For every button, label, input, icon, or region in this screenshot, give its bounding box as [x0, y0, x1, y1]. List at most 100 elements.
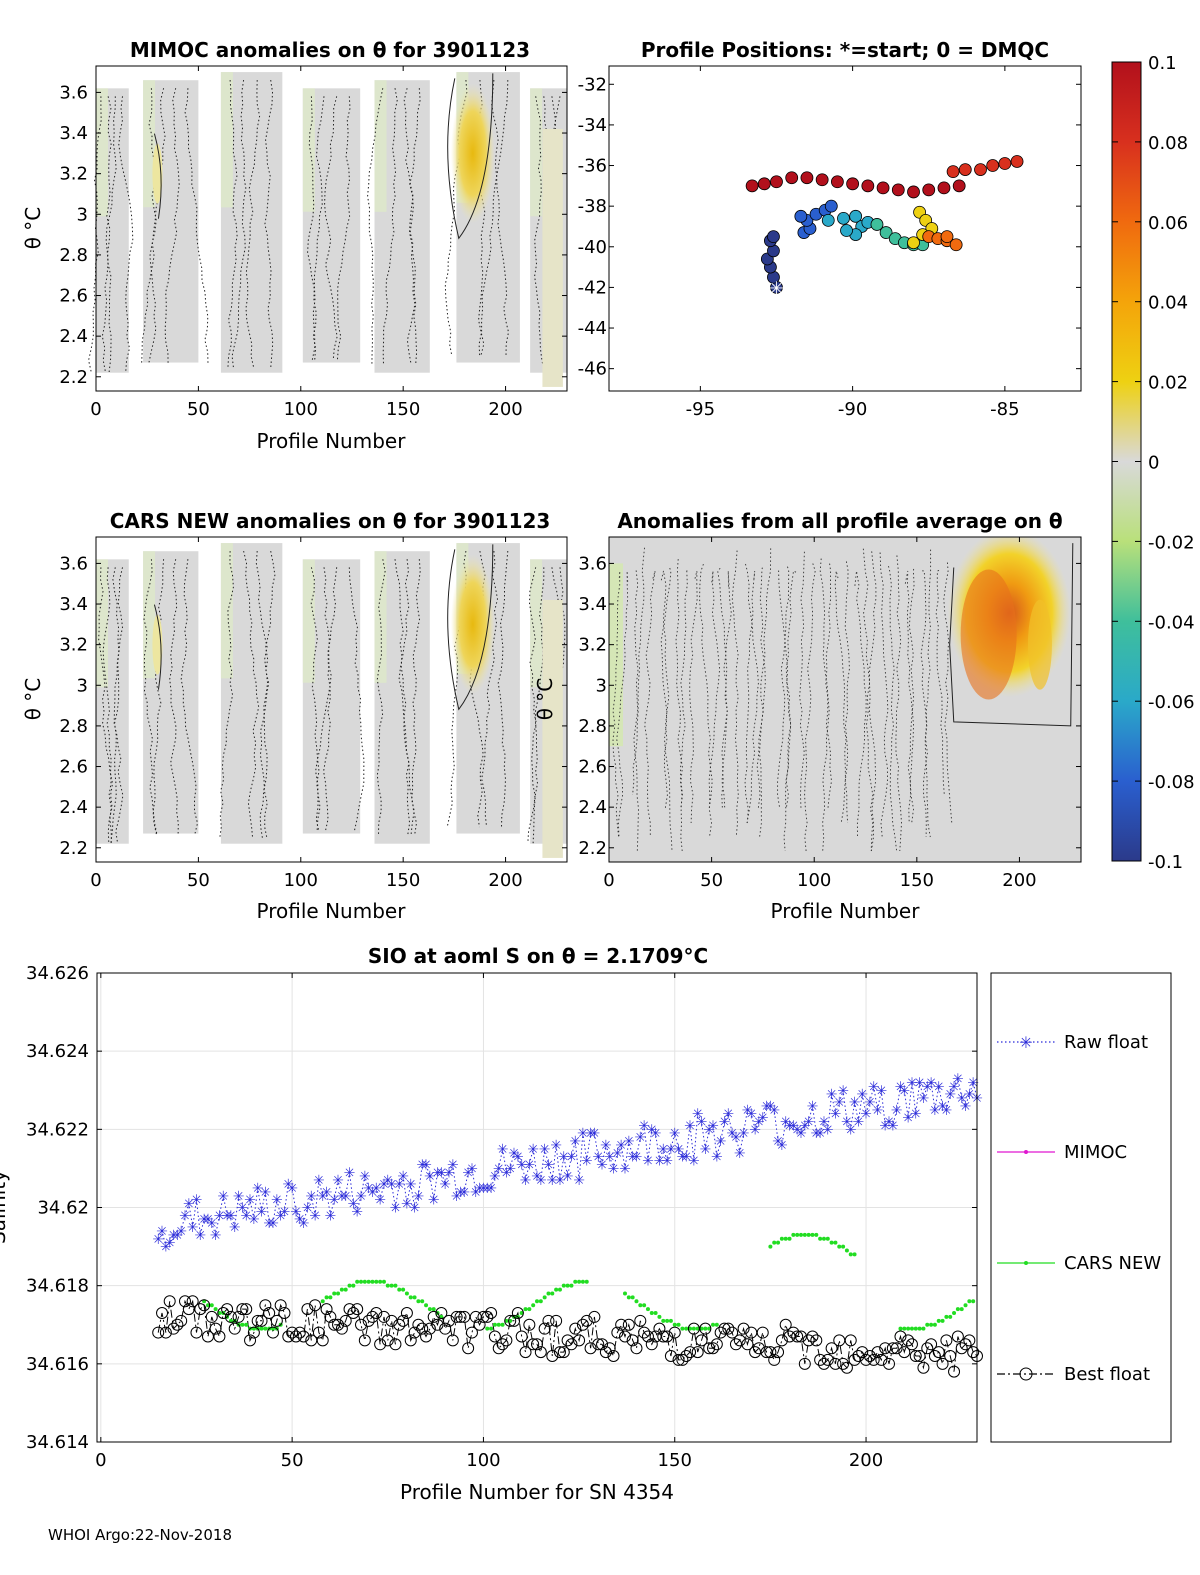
x-tick-label: 0	[90, 399, 101, 420]
negative-contour	[675, 559, 683, 810]
cars-new-point	[691, 1326, 696, 1331]
best-float-point	[362, 1314, 375, 1327]
negative-contour	[219, 551, 234, 840]
best-float-point	[863, 1350, 876, 1363]
raw-float-point: ✳	[535, 1173, 547, 1189]
best-float-point	[420, 1330, 433, 1343]
raw-float-point: ✳	[883, 1115, 895, 1131]
cars-new-point	[668, 1318, 673, 1323]
cars-new-point	[427, 1307, 432, 1312]
anomaly-patch	[530, 559, 543, 688]
raw-float-point: ✳	[240, 1208, 252, 1224]
anomaly-hotspot	[960, 569, 1017, 700]
raw-float-point: ✳	[772, 1134, 784, 1150]
best-float-point	[894, 1330, 907, 1343]
raw-float-point: ✳	[401, 1197, 413, 1213]
raw-float-point: ✳	[646, 1122, 658, 1138]
raw-float-point: ✳	[210, 1228, 222, 1244]
raw-float-point: ✳	[405, 1177, 417, 1193]
colorbar: 0.1 0.08 0.06 0.04 0.02 0 -0.02 -0.04 -0.06 -0.08…	[1111, 53, 1195, 873]
best-float-point	[312, 1326, 325, 1339]
raw-float-point: ✳	[397, 1169, 409, 1185]
negative-contour	[148, 88, 157, 365]
raw-float-point: ✳	[699, 1142, 711, 1158]
raw-float-point: ✳	[504, 1161, 516, 1177]
x-tick-label: 200	[488, 870, 522, 891]
anomaly-patch	[542, 128, 563, 387]
best-float-point	[504, 1314, 517, 1327]
cars-new-point	[550, 1291, 555, 1296]
y-tick-label: 3.6	[59, 82, 88, 103]
x-tick-label: 100	[284, 399, 318, 420]
raw-float-point: ✳	[516, 1158, 528, 1174]
raw-float-point: ✳	[872, 1103, 884, 1119]
raw-float-point: ✳	[661, 1154, 673, 1170]
negative-contour	[731, 550, 739, 838]
negative-contour	[98, 567, 114, 844]
best-float-point	[810, 1334, 823, 1347]
raw-float-point: ✳	[688, 1154, 700, 1170]
cars-new-point	[347, 1283, 352, 1288]
negative-contour	[310, 567, 321, 832]
raw-float-point: ✳	[248, 1212, 260, 1228]
positive-contour	[153, 133, 162, 219]
profile-position	[830, 175, 844, 189]
cars-new-point	[948, 1314, 953, 1319]
negative-contour	[777, 566, 790, 810]
x-tick-label: 0	[95, 1450, 106, 1471]
raw-float-point: ✳	[386, 1177, 398, 1193]
y-tick-label: -34	[578, 115, 607, 136]
raw-float-point: ✳	[803, 1115, 815, 1131]
x-tick-label: 150	[386, 399, 420, 420]
x-tick-label: 150	[900, 870, 934, 891]
cars-new-point	[504, 1318, 509, 1323]
cars-new-point	[672, 1322, 677, 1327]
profile-position	[840, 224, 853, 237]
cars-new-point	[489, 1326, 494, 1331]
best-float-point	[890, 1342, 903, 1355]
best-float-point	[358, 1334, 371, 1347]
best-float-point	[377, 1310, 390, 1323]
cars-new-point	[799, 1232, 803, 1237]
raw-float-point: ✳	[409, 1201, 421, 1217]
best-float-point	[542, 1314, 555, 1327]
negative-contour	[862, 548, 874, 852]
best-float-point	[703, 1342, 716, 1355]
profile-position	[952, 179, 966, 193]
raw-float-point: ✳	[202, 1212, 214, 1228]
best-float-point	[374, 1338, 387, 1351]
best-float-point	[492, 1342, 505, 1355]
best-float-point	[186, 1295, 199, 1308]
profile-position	[745, 179, 759, 193]
colorbar-tick-label: 0.02	[1148, 373, 1188, 394]
negative-contour	[245, 80, 261, 369]
raw-float-point: ✳	[875, 1083, 887, 1099]
raw-float-point: ✳	[546, 1173, 558, 1189]
x-tick-label: 100	[797, 870, 831, 891]
colorbar-tick-label: -0.02	[1148, 532, 1195, 553]
y-tick-label: 3.6	[578, 553, 607, 574]
best-float-point	[179, 1295, 191, 1308]
cars-new-point	[565, 1283, 570, 1288]
raw-float-point: ✳	[294, 1212, 306, 1228]
cars-new-point	[844, 1248, 849, 1253]
best-float-point	[840, 1361, 853, 1374]
star-marker-icon: ✳	[1019, 1033, 1032, 1052]
raw-float-point: ✳	[558, 1150, 570, 1166]
profile-position	[891, 183, 905, 197]
raw-float-point: ✳	[447, 1158, 459, 1174]
cars-new-point	[351, 1283, 356, 1288]
cars-new-point	[328, 1295, 333, 1300]
raw-float-point: ✳	[474, 1181, 486, 1197]
best-float-point	[596, 1338, 609, 1351]
best-float-point	[481, 1310, 494, 1323]
cars-new-point	[538, 1299, 543, 1304]
mimoc-xlabel: Profile Number	[257, 429, 407, 453]
cars-new-point	[913, 1326, 918, 1331]
negative-contour	[398, 559, 418, 836]
positions-title: Profile Positions: *=start; 0 = DMQC	[641, 38, 1049, 62]
cars-new-point	[638, 1303, 643, 1308]
raw-float-point: ✳	[707, 1118, 719, 1134]
best-float-point	[282, 1330, 295, 1343]
cars-new-point	[932, 1322, 937, 1327]
